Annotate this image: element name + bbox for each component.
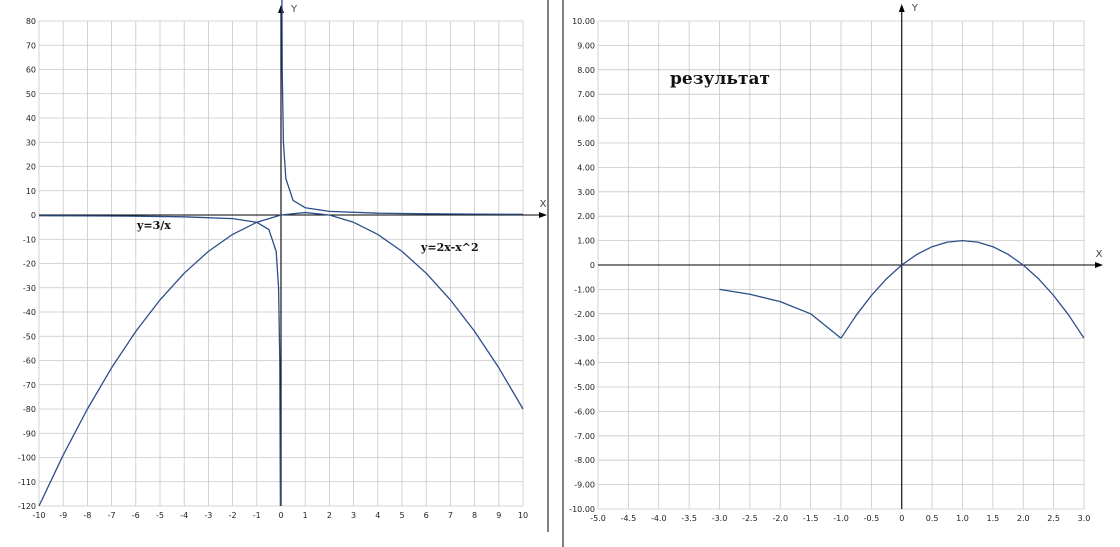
x-tick-label: -0.5 xyxy=(864,514,880,523)
series-label-2: y=2x-x^2 xyxy=(420,241,479,254)
y-tick-label: 4.00 xyxy=(577,163,595,172)
y-tick-label: -80 xyxy=(23,405,36,414)
series-line-2 xyxy=(38,211,524,507)
y-tick-label: 8.00 xyxy=(577,66,595,75)
x-tick-label: -4.0 xyxy=(651,514,667,523)
y-tick-label: 10 xyxy=(26,187,36,196)
y-axis-label: Y xyxy=(290,4,298,15)
x-axis-arrow xyxy=(539,212,547,218)
y-tick-label: -90 xyxy=(23,429,36,438)
y-axis-label: Y xyxy=(911,3,919,14)
x-tick-label: -3 xyxy=(204,511,212,520)
y-tick-label: -30 xyxy=(23,284,36,293)
x-tick-label: 2 xyxy=(327,511,332,520)
x-tick-label: -4.5 xyxy=(621,514,637,523)
y-tick-label: 60 xyxy=(26,66,36,75)
y-tick-label: 10.00 xyxy=(572,17,595,26)
x-tick-label: -1 xyxy=(253,511,261,520)
series-line-1 xyxy=(719,288,842,339)
y-tick-label: -10 xyxy=(23,235,36,244)
chart-right: X Y -5.0 -4.5 -4.0 -3.5 -3.0 -2.5 -2.0 -1.5 -1.0 -0… xyxy=(569,3,1103,523)
x-tick-label: -2 xyxy=(229,511,237,520)
x-tick-label: -6 xyxy=(132,511,140,520)
series-line-2 xyxy=(840,239,1085,339)
x-tick-label: -1.5 xyxy=(803,514,819,523)
y-tick-label: 3.00 xyxy=(577,188,595,197)
chart-title: результат xyxy=(670,69,770,89)
y-tick-label: 30 xyxy=(26,138,36,147)
y-axis-arrow xyxy=(898,4,905,12)
x-tick-label: 1.5 xyxy=(987,514,1000,523)
x-tick-label: -8 xyxy=(83,511,91,520)
y-tick-label: 0 xyxy=(31,211,36,220)
y-tick-label: -40 xyxy=(23,308,36,317)
y-tick-label: 7.00 xyxy=(577,90,595,99)
y-tick-label: -1.00 xyxy=(574,285,595,294)
y-tick-label: -120 xyxy=(18,502,36,511)
y-tick-label: -110 xyxy=(18,478,36,487)
y-tick-label: -9.00 xyxy=(574,481,595,490)
x-axis-label: X xyxy=(540,199,547,210)
series-label-1: y=3/x xyxy=(136,219,171,232)
y-tick-label: -10.00 xyxy=(569,505,595,514)
x-tick-label: -1.0 xyxy=(833,514,849,523)
x-tick-label: -5 xyxy=(156,511,164,520)
y-tick-label: 9.00 xyxy=(577,41,595,50)
x-axis-arrow xyxy=(1095,262,1103,268)
x-tick-label: 4 xyxy=(375,511,380,520)
x-tick-label: -5.0 xyxy=(590,514,606,523)
y-tick-label: -100 xyxy=(18,454,36,463)
y-tick-label: 0 xyxy=(590,261,595,270)
y-tick-label: -20 xyxy=(23,260,36,269)
x-tick-label: 5 xyxy=(399,511,404,520)
y-tick-label: -6.00 xyxy=(574,407,595,416)
y-tick-label: -70 xyxy=(23,381,36,390)
x-tick-label: -4 xyxy=(180,511,188,520)
x-tick-label: 1 xyxy=(303,511,308,520)
x-tick-label: -3.5 xyxy=(681,514,697,523)
y-tick-label: 2.00 xyxy=(577,212,595,221)
x-tick-label: 0 xyxy=(899,514,904,523)
x-tick-label: 0 xyxy=(278,511,283,520)
y-tick-label: 50 xyxy=(26,90,36,99)
y-tick-label: -4.00 xyxy=(574,359,595,368)
y-axis-arrow xyxy=(278,5,284,13)
x-tick-label: 2.0 xyxy=(1017,514,1030,523)
y-tick-label: 80 xyxy=(26,17,36,26)
x-tick-label: 2.5 xyxy=(1047,514,1060,523)
x-tick-label: -2.0 xyxy=(772,514,788,523)
x-tick-label: 1.0 xyxy=(956,514,969,523)
y-tick-label: 6.00 xyxy=(577,115,595,124)
x-tick-label: -3.0 xyxy=(712,514,728,523)
x-tick-label: 6 xyxy=(424,511,429,520)
chart-left: XY-10 -9 -8 -7 -6 -5 -4 -3 -2 -1 0 1 2 3 4 5 6 7 8 9 1080706… xyxy=(18,0,547,520)
y-tick-label: 70 xyxy=(26,41,36,50)
y-tick-label: -5.00 xyxy=(574,383,595,392)
y-tick-label: 20 xyxy=(26,163,36,172)
x-tick-label: -2.5 xyxy=(742,514,758,523)
x-tick-label: 3 xyxy=(351,511,356,520)
x-tick-label: 0.5 xyxy=(926,514,939,523)
series-line-1 xyxy=(281,0,524,215)
y-tick-label: 1.00 xyxy=(577,237,595,246)
y-tick-label: 40 xyxy=(26,114,36,123)
y-tick-label: -60 xyxy=(23,357,36,366)
x-tick-label: 3.0 xyxy=(1078,514,1091,523)
x-tick-label: 10 xyxy=(518,511,528,520)
x-axis-label: X xyxy=(1096,249,1103,260)
y-tick-label: -3.00 xyxy=(574,334,595,343)
y-tick-label: -8.00 xyxy=(574,456,595,465)
y-tick-label: -7.00 xyxy=(574,432,595,441)
x-tick-label: 8 xyxy=(472,511,477,520)
x-tick-label: -7 xyxy=(108,511,116,520)
y-tick-label: 5.00 xyxy=(577,139,595,148)
x-tick-label: -9 xyxy=(59,511,67,520)
y-tick-label: -50 xyxy=(23,332,36,341)
x-tick-label: 9 xyxy=(496,511,501,520)
x-tick-label: 7 xyxy=(448,511,453,520)
x-tick-label: -10 xyxy=(32,511,45,520)
y-tick-label: -2.00 xyxy=(574,310,595,319)
